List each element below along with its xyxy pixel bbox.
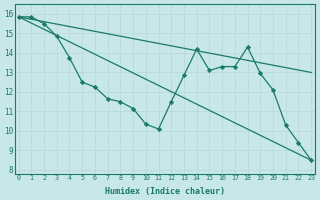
X-axis label: Humidex (Indice chaleur): Humidex (Indice chaleur): [105, 187, 225, 196]
